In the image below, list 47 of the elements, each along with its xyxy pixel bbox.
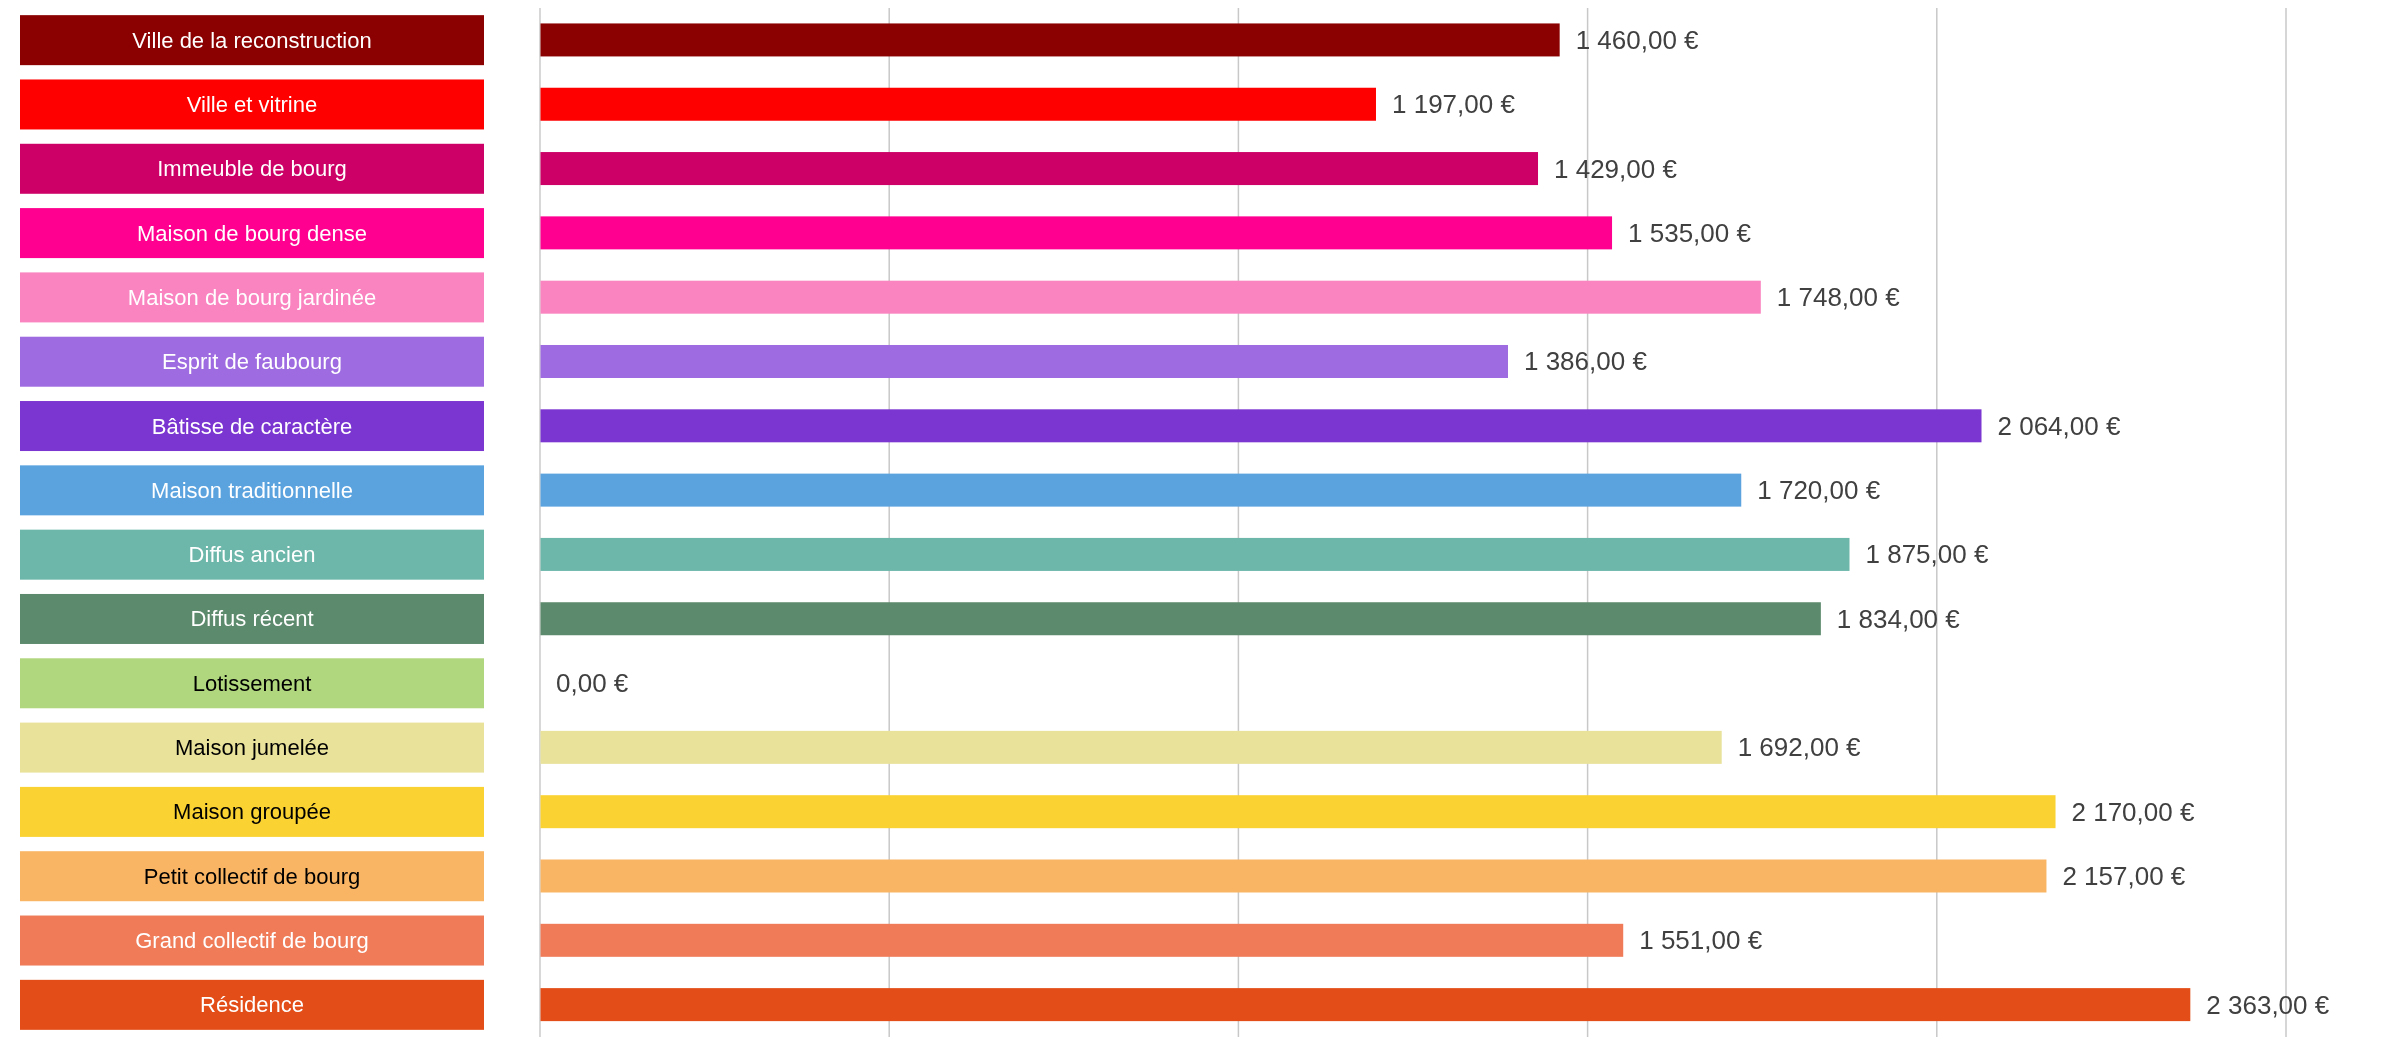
y-tick-label: Immeuble de bourg [157, 156, 347, 182]
y-tick-label: Esprit de faubourg [162, 349, 342, 375]
y-tick-label: Diffus ancien [188, 542, 316, 568]
bar [540, 280, 1761, 314]
data-label: 1 748,00 € [1776, 282, 1901, 313]
data-label: 1 460,00 € [1575, 24, 1700, 55]
data-label: 2 064,00 € [1997, 410, 2121, 441]
bar [540, 795, 2056, 829]
data-label: 2 157,00 € [2062, 861, 2186, 891]
bar [540, 23, 1560, 57]
y-tick-label: Ville de la reconstruction [132, 27, 372, 53]
bar [540, 152, 1539, 186]
y-tick-label: Maison groupée [173, 799, 331, 825]
bar [540, 730, 1722, 764]
y-tick-label: Maison traditionnelle [151, 477, 353, 503]
bar [540, 923, 1624, 957]
y-tick-label: Résidence [200, 992, 304, 1018]
bar [540, 216, 1613, 250]
data-label: 1 535,00 € [1628, 217, 1752, 248]
y-tick-label: Grand collectif de bourg [135, 928, 369, 954]
bar [540, 87, 1376, 121]
data-label: 2 363,00 € [2206, 989, 2330, 1020]
y-tick-label: Ville et vitrine [186, 91, 318, 117]
data-label: 1 692,00 € [1737, 732, 1862, 763]
bar [540, 473, 1742, 507]
bar [540, 988, 2191, 1022]
data-label: 1 429,00 € [1554, 153, 1678, 184]
data-label: 1 386,00 € [1523, 346, 1648, 377]
data-label: 1 551,00 € [1639, 925, 1763, 956]
y-tick-label: Maison de bourg dense [137, 220, 367, 246]
y-tick-label: Maison jumelée [174, 735, 330, 761]
data-label: 2 170,00 € [2071, 796, 2195, 827]
y-tick-label: Diffus récent [190, 606, 314, 632]
data-label: 1 875,00 € [1865, 539, 1989, 570]
data-label: 0,00 € [556, 668, 629, 699]
bar [540, 537, 1850, 571]
data-label: 1 197,00 € [1391, 89, 1516, 120]
bar [540, 859, 2047, 893]
y-tick-label: Maison de bourg jardinée [127, 284, 377, 310]
bar [540, 602, 1821, 636]
bar [540, 345, 1508, 378]
data-label: 1 834,00 € [1836, 603, 1961, 634]
y-tick-label: Bâtisse de caractère [151, 413, 353, 439]
data-label: 1 720,00 € [1757, 475, 1881, 506]
bar [540, 409, 1982, 443]
y-tick-label: Petit collectif de bourg [143, 863, 361, 889]
y-tick-label: Lotissement [192, 670, 312, 696]
